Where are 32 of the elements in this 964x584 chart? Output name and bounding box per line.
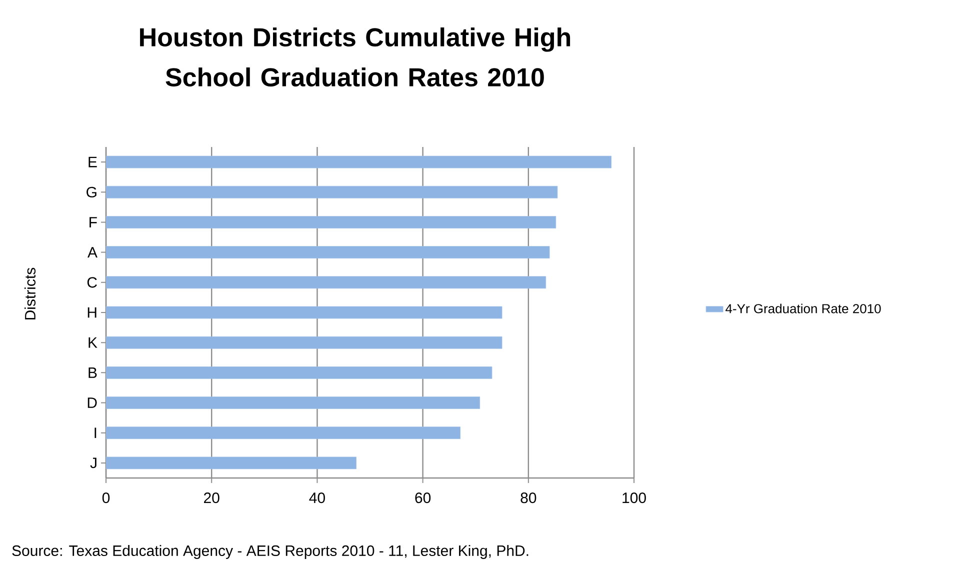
x-tick-label: 60 xyxy=(415,492,431,504)
chart-title: Houston Districts Cumulative High School Graduation Rates 2010 xyxy=(140,27,570,87)
bar xyxy=(106,426,460,440)
y-tick-label: F xyxy=(90,217,97,228)
y-tick-label: A xyxy=(88,247,98,258)
y-tick-label: B xyxy=(88,368,97,378)
y-axis-title: Districts xyxy=(24,268,36,320)
source-note: Source: Texas Education Agency - AEIS Reports 2010 - 11, Lester King, PhD. xyxy=(12,544,528,559)
x-tick-label: 100 xyxy=(622,492,646,504)
y-tick-label: I xyxy=(94,428,96,438)
y-tick-label: G xyxy=(86,186,96,198)
x-tick-label: 80 xyxy=(520,492,536,504)
bar xyxy=(106,396,480,409)
x-tick-label: 20 xyxy=(204,492,220,504)
bar xyxy=(106,186,558,198)
x-tick-label: 40 xyxy=(309,492,325,504)
legend-label: 4-Yr Graduation Rate 2010 xyxy=(726,304,881,314)
y-tick-label: C xyxy=(87,277,97,288)
x-tick-label: 0 xyxy=(102,492,110,504)
y-tick-label: J xyxy=(90,458,96,468)
bar xyxy=(106,456,356,470)
bar xyxy=(106,366,492,379)
bar xyxy=(106,336,502,349)
bar xyxy=(106,246,550,259)
y-tick-label: K xyxy=(88,337,98,348)
y-tick-label: D xyxy=(88,398,97,408)
bar xyxy=(106,216,556,228)
bar xyxy=(106,156,612,168)
y-tick-label: H xyxy=(88,307,96,318)
bar xyxy=(106,276,546,289)
y-tick-label: E xyxy=(88,156,97,168)
bar xyxy=(106,306,502,319)
